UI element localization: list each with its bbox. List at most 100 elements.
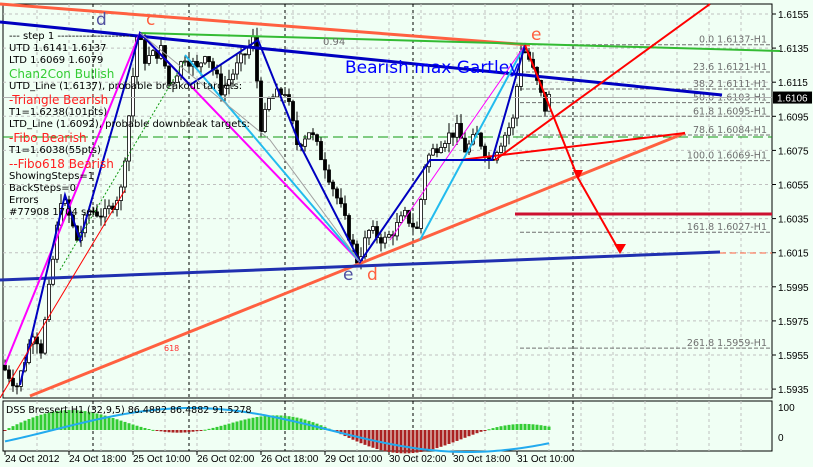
histogram-bar — [267, 415, 271, 430]
histogram-bar — [27, 419, 31, 430]
histogram-bar — [359, 430, 363, 444]
candle-body — [351, 239, 355, 245]
histogram-bar — [51, 411, 55, 430]
histogram-bar — [523, 423, 527, 430]
candle-body — [387, 234, 391, 238]
candle-body — [127, 115, 131, 162]
candle-body — [215, 69, 219, 75]
histogram-bar — [71, 410, 75, 430]
histogram-bar — [247, 418, 251, 430]
histogram-bar — [191, 430, 195, 432]
price-tick-label: 1.5955 — [778, 351, 809, 362]
histogram-bar — [527, 424, 531, 430]
histogram-bar — [447, 430, 451, 444]
candle-body — [331, 181, 335, 190]
fib-level-label: 78.6 1.6084-H1 — [693, 125, 767, 136]
candle-body — [431, 148, 435, 156]
histogram-bar — [435, 430, 439, 449]
green-dotted-line — [59, 59, 186, 271]
histogram-bar — [475, 430, 479, 434]
candle-body — [435, 148, 439, 154]
candle-body — [479, 132, 483, 147]
candle-body — [483, 145, 487, 158]
ltd-line — [0, 250, 721, 282]
histogram-bar — [391, 430, 395, 453]
candle-body — [263, 109, 267, 132]
candle-body — [291, 101, 295, 122]
histogram-bar — [251, 417, 255, 430]
candle-body — [151, 50, 155, 56]
candle-body — [267, 97, 271, 110]
info-trade: #77908 1704 sell — [9, 207, 98, 218]
candle-body — [363, 237, 367, 258]
info-step: --- step 1 --------------------- — [9, 31, 134, 42]
time-tick-label: 30 Oct 02:00 — [389, 454, 447, 465]
histogram-bar — [203, 429, 207, 431]
histogram-bar — [115, 419, 119, 430]
magenta-pattern-leg-3 — [4, 32, 141, 366]
histogram-bar — [263, 415, 267, 430]
histogram-bar — [131, 424, 135, 430]
candle-body — [231, 73, 235, 81]
histogram-bar — [459, 430, 463, 440]
candle-body — [447, 132, 451, 144]
histogram-bar — [491, 428, 495, 430]
fib-level-label: 38.2 1.6111-H1 — [693, 79, 767, 90]
price-tick-label: 1.5995 — [778, 283, 809, 294]
candle-body — [255, 36, 259, 82]
histogram-bar — [471, 430, 475, 435]
histogram-bar — [531, 424, 535, 430]
time-tick-label: 24 Oct 2012 — [5, 454, 60, 465]
candle-body — [207, 56, 211, 63]
candle-body — [383, 236, 387, 244]
histogram-bar — [47, 412, 51, 430]
candle-body — [283, 94, 287, 96]
histogram-bar — [259, 416, 263, 430]
histogram-bar — [411, 430, 415, 454]
histogram-bar — [519, 423, 523, 430]
candle-body — [107, 205, 111, 210]
candle-body — [499, 145, 503, 153]
candle-body — [439, 147, 443, 154]
indicator-tick-label: 0 — [778, 433, 784, 444]
price-tick-label: 1.5935 — [778, 385, 809, 396]
candle-body — [147, 55, 151, 64]
histogram-bar — [463, 430, 467, 438]
histogram-bar — [3, 430, 7, 431]
candle-body — [463, 137, 467, 153]
point-c-top: c — [146, 10, 156, 30]
candle-body — [123, 160, 127, 188]
candle-body — [315, 134, 319, 142]
histogram-bar — [31, 417, 35, 430]
histogram-bar — [483, 430, 487, 431]
point-d-bottom: d — [367, 265, 378, 285]
grey-pattern-line — [139, 32, 361, 263]
histogram-bar — [495, 427, 499, 430]
histogram-bar — [211, 427, 215, 430]
cyan-pattern-leg — [184, 54, 361, 263]
histogram-bar — [399, 430, 403, 454]
price-tick-label: 1.6075 — [778, 146, 809, 157]
histogram-bar — [11, 426, 15, 430]
histogram-bar — [283, 415, 287, 430]
histogram-bar — [75, 410, 79, 430]
candle-body — [259, 80, 263, 132]
magenta-pattern-leg-2 — [389, 44, 526, 241]
histogram-bar — [35, 416, 39, 430]
histogram-bar — [179, 430, 183, 433]
zigzag-line — [19, 31, 526, 386]
time-tick-label: 25 Oct 10:00 — [133, 454, 191, 465]
price-tick-label: 1.6015 — [778, 249, 809, 260]
candle-body — [183, 60, 187, 63]
histogram-bar — [535, 424, 539, 430]
current-price-badge — [773, 91, 812, 104]
histogram-bar — [275, 415, 279, 430]
histogram-bar — [539, 425, 543, 430]
price-tick-label: 1.6055 — [778, 181, 809, 192]
histogram-bar — [63, 410, 67, 430]
red-thin-line — [0, 189, 126, 399]
candle-body — [343, 203, 347, 216]
fib-level-label: 261.8 1.5959-H1 — [687, 338, 767, 349]
